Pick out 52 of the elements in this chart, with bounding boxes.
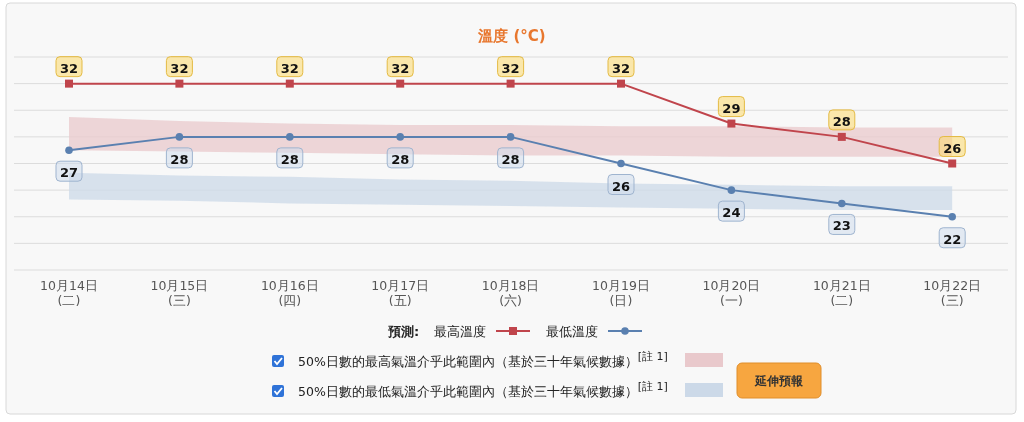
point xyxy=(727,186,736,194)
data-label: 32 xyxy=(611,60,631,76)
point xyxy=(948,159,957,168)
data-label: 32 xyxy=(501,60,520,76)
data-label: 29 xyxy=(722,100,741,116)
x-tick-label: 10月21日 (二) xyxy=(812,278,871,308)
data-label: 32 xyxy=(170,60,189,76)
data-label: 26 xyxy=(611,178,631,194)
chart-title: 溫度 (°C) xyxy=(477,27,546,45)
point xyxy=(506,79,515,88)
data-label: 23 xyxy=(832,218,851,234)
data-label: 26 xyxy=(943,140,962,156)
point xyxy=(506,133,515,141)
data-label: 32 xyxy=(391,60,410,76)
data-label: 28 xyxy=(501,151,520,167)
data-label: 32 xyxy=(280,60,299,76)
legend-label: 50%日數的最低氣溫介乎此範圍內（基於三十年氣候數據）$^{[註 1]}$ xyxy=(298,379,668,399)
data-label: 28 xyxy=(170,151,189,167)
legend-title: 預測: xyxy=(387,324,420,339)
x-tick-label: 10月19日 (日) xyxy=(592,278,650,308)
data-label: 28 xyxy=(280,151,299,167)
x-tick-label: 10月16日 (四) xyxy=(260,278,319,308)
x-tick-label: 10月18日 (六) xyxy=(481,278,540,308)
x-tick-label: 10月20日 (一) xyxy=(702,278,761,308)
legend-label: 最高溫度 xyxy=(434,324,486,339)
text: 延伸預報 xyxy=(754,374,804,388)
point xyxy=(837,132,846,141)
data-label: 27 xyxy=(59,165,79,181)
point xyxy=(175,79,184,88)
data-label: 24 xyxy=(722,205,741,221)
legend-label: 最低溫度 xyxy=(546,324,598,339)
point xyxy=(396,79,405,88)
data-label: 32 xyxy=(59,60,79,76)
point xyxy=(838,199,846,208)
point xyxy=(396,133,404,141)
point xyxy=(617,79,625,88)
point xyxy=(65,79,73,88)
point xyxy=(285,79,294,88)
point xyxy=(175,133,184,141)
point xyxy=(727,119,736,128)
x-tick-label: 10月22日 (三) xyxy=(923,278,982,308)
x-tick-label: 10月14日 (二) xyxy=(40,278,98,308)
legend-label: 50%日數的最高氣溫介乎此範圍內（基於三十年氣候數據）$^{[註 1]}$ xyxy=(298,349,668,369)
x-tick-label: 10月15日 (三) xyxy=(150,278,209,308)
point xyxy=(617,159,625,168)
point xyxy=(948,212,956,221)
point xyxy=(65,146,73,154)
data-label: 28 xyxy=(832,113,851,129)
point xyxy=(286,133,294,141)
x-tick-label: 10月17日 (五) xyxy=(371,278,430,308)
data-label: 28 xyxy=(391,151,410,167)
data-label: 22 xyxy=(943,231,962,247)
